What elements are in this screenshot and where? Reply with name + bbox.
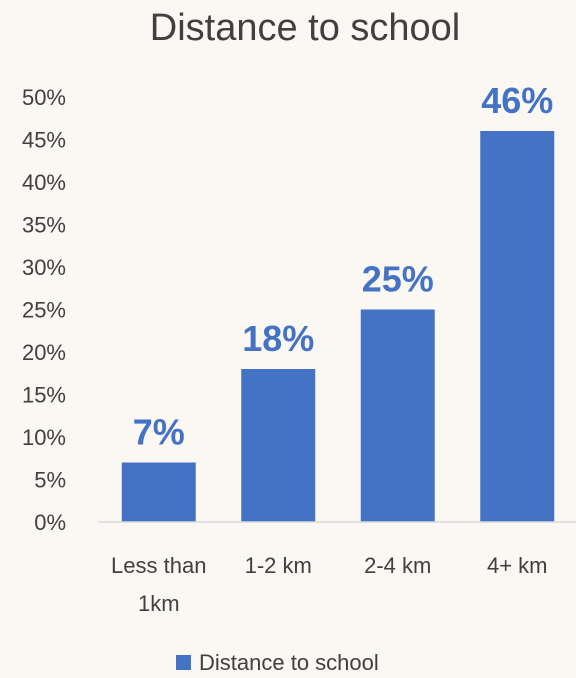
data-label: 25% <box>362 259 434 300</box>
y-tick-label: 10% <box>22 425 66 450</box>
legend: Distance to school <box>176 650 379 675</box>
y-tick-label: 45% <box>22 128 66 153</box>
x-tick-label: 4+ km <box>487 553 548 578</box>
bar <box>241 369 316 522</box>
legend-swatch <box>176 655 191 670</box>
x-tick-label: 1-2 km <box>245 553 312 578</box>
bars <box>121 131 555 522</box>
y-tick-label: 20% <box>22 340 66 365</box>
x-axis-ticks: Less than 1km 1-2 km 2-4 km 4+ km <box>111 553 547 616</box>
y-tick-label: 0% <box>34 510 66 535</box>
data-label: 46% <box>481 80 553 121</box>
bar <box>360 309 435 522</box>
y-axis-ticks: 0% 5% 10% 15% 20% 25% 30% 35% 40% 45% 50% <box>22 85 66 535</box>
y-tick-label: 40% <box>22 170 66 195</box>
data-label: 18% <box>242 318 314 359</box>
y-tick-label: 5% <box>34 468 66 493</box>
data-label: 7% <box>133 412 185 453</box>
data-labels: 7% 18% 25% 46% <box>133 80 554 453</box>
y-tick-label: 15% <box>22 383 66 408</box>
bar <box>480 131 555 522</box>
chart-title: Distance to school <box>150 7 461 49</box>
x-tick-label: Less than 1km <box>111 553 206 616</box>
y-tick-label: 30% <box>22 255 66 280</box>
x-tick-label: 2-4 km <box>364 553 431 578</box>
legend-label: Distance to school <box>199 650 379 675</box>
y-tick-label: 25% <box>22 298 66 323</box>
y-tick-label: 50% <box>22 85 66 110</box>
y-tick-label: 35% <box>22 213 66 238</box>
bar <box>121 462 196 522</box>
